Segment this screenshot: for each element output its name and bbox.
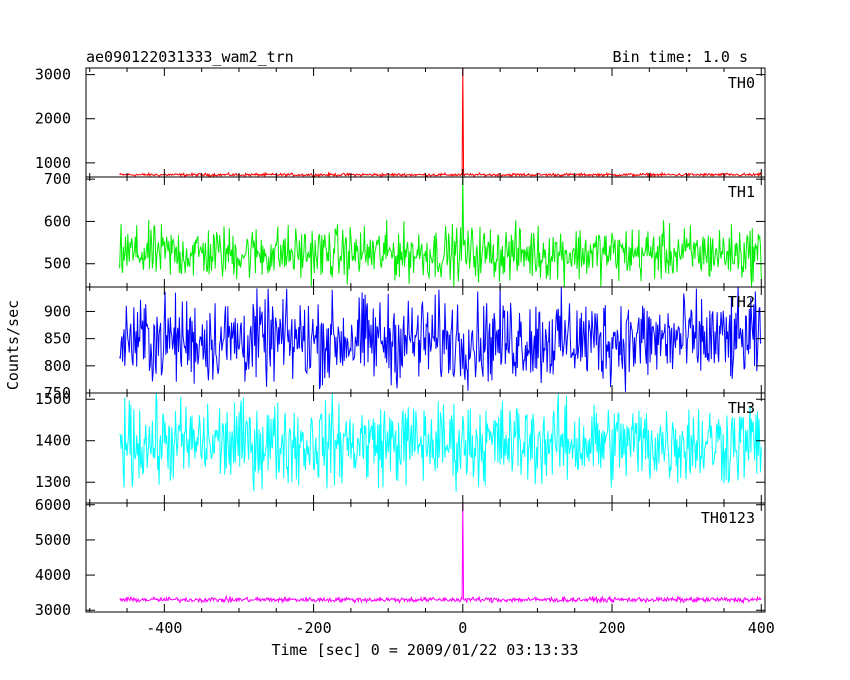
- y-tick-label: 1400: [35, 432, 71, 450]
- y-tick-label: 1500: [35, 390, 71, 408]
- panel-frame: [85, 502, 766, 613]
- x-tick-label: -400: [146, 619, 182, 637]
- series-line-th1: [119, 177, 762, 287]
- y-tick-label: 6000: [35, 496, 71, 514]
- panel-name-label: TH0123: [701, 509, 755, 527]
- y-tick-label: 900: [44, 302, 71, 320]
- panel-name-label: TH1: [728, 183, 755, 201]
- y-axis-label: Counts/sec: [4, 300, 22, 390]
- panel-frame: [85, 67, 766, 178]
- panel-th0123: 3000 4000 5000 6000 TH0123: [35, 496, 766, 619]
- y-tick-label: 4000: [35, 566, 71, 584]
- y-tick-label: 5000: [35, 531, 71, 549]
- y-tick-label: 3000: [35, 66, 71, 84]
- y-tick-label: 800: [44, 357, 71, 375]
- y-tick-label: 600: [44, 212, 71, 230]
- series-line-th3: [119, 393, 762, 492]
- y-tick-label: 1300: [35, 473, 71, 491]
- x-tick-label: 400: [748, 619, 775, 637]
- y-tick-label: 1000: [35, 154, 71, 172]
- series-line-th2: [119, 287, 762, 392]
- panel-name-label: TH2: [728, 293, 755, 311]
- y-tick-label: 850: [44, 330, 71, 348]
- x-axis-tick-labels: -400 -200 0 200 400: [146, 619, 775, 637]
- panel-th0: 1000 2000 3000 TH0: [35, 66, 766, 178]
- series-line-th0: [119, 68, 762, 177]
- figure-title: ae090122031333_wam2_trn: [86, 48, 294, 66]
- y-tick-label: 500: [44, 255, 71, 273]
- panel-name-label: TH0: [728, 74, 755, 92]
- x-tick-label: 0: [458, 619, 467, 637]
- panels: 1000 2000 3000 TH0 500 600 700 TH1 750 800 850 900 T…: [35, 66, 766, 619]
- x-tick-label: -200: [296, 619, 332, 637]
- x-axis-label: Time [sec] 0 = 2009/01/22 03:13:33: [271, 641, 578, 659]
- series-line-th0123: [119, 503, 762, 605]
- x-tick-label: 200: [598, 619, 625, 637]
- panel-name-label: TH3: [728, 399, 755, 417]
- panel-th1: 500 600 700 TH1: [44, 170, 766, 288]
- y-tick-label: 700: [44, 170, 71, 188]
- y-tick-label: 2000: [35, 110, 71, 128]
- bin-time-label: Bin time: 1.0 s: [613, 48, 748, 66]
- panel-th3: 1300 1400 1500 TH3: [35, 390, 766, 504]
- y-tick-label: 3000: [35, 601, 71, 619]
- y-tick-label: 750: [44, 384, 71, 402]
- panel-th2: 750 800 850 900 TH2: [44, 286, 766, 402]
